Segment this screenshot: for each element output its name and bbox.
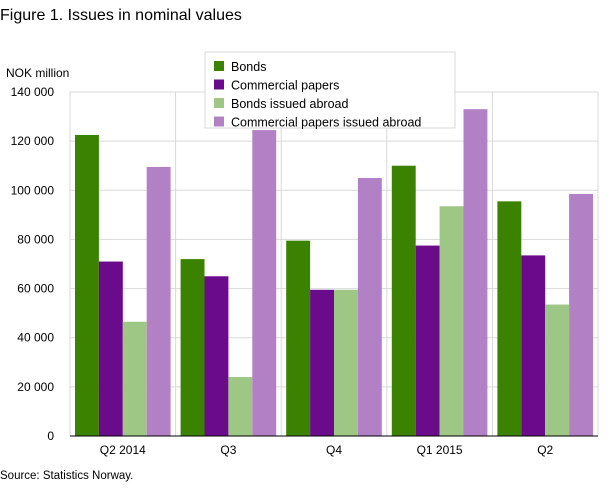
bar [180,259,205,436]
legend-label: Bonds [231,60,266,74]
legend-swatch [214,61,224,71]
bar [204,276,229,436]
bar [98,261,123,436]
y-tick-label: 140 000 [11,85,55,99]
bar [228,377,253,436]
bars [70,109,598,437]
bar [310,289,334,436]
bar [122,321,147,436]
bar [286,240,311,436]
chart-title: Figure 1. Issues in nominal values [0,7,242,24]
x-tick-label: Q1 2015 [417,443,463,457]
bar [521,255,546,436]
legend-swatch [214,116,224,127]
y-tick-label: 0 [47,429,54,443]
y-tick-label: 40 000 [17,331,54,345]
bar [415,245,440,436]
bar [569,193,593,436]
x-axis: Q2 2014 Q3 Q4 Q1 2015 Q2 [100,443,554,457]
bar [146,166,171,436]
bar [334,289,358,436]
legend-box [204,51,456,129]
x-tick-label: Q3 [220,443,236,457]
y-axis: 0 20 000 40 000 60 000 80 000 100 000 120 000 1… [11,85,55,443]
legend-label: Commercial papers issued abroad [231,116,421,130]
legend-swatch [214,98,224,108]
y-tick-label: 100 000 [11,183,55,197]
source-note: Source: Statistics Norway. [0,470,134,482]
legend: Bonds Commercial papers Bonds issued abroa… [204,51,456,130]
legend-swatch [214,79,224,90]
bar [497,201,522,436]
x-tick-label: Q2 2014 [100,443,146,457]
bar [357,178,382,436]
x-tick-label: Q4 [326,443,342,457]
y-tick-label: 20 000 [17,380,54,394]
y-tick-label: 60 000 [17,282,54,296]
y-axis-label: NOK million [6,66,69,80]
legend-label: Commercial papers [231,79,339,93]
bar [463,109,488,436]
y-tick-label: 80 000 [17,232,54,246]
y-tick-label: 120 000 [11,134,55,148]
bar [545,304,570,436]
bar [252,130,277,437]
x-tick-label: Q2 [537,443,553,457]
bar [439,206,464,436]
bar [75,135,99,436]
legend-label: Bonds issued abroad [231,97,348,111]
bar [391,165,416,436]
